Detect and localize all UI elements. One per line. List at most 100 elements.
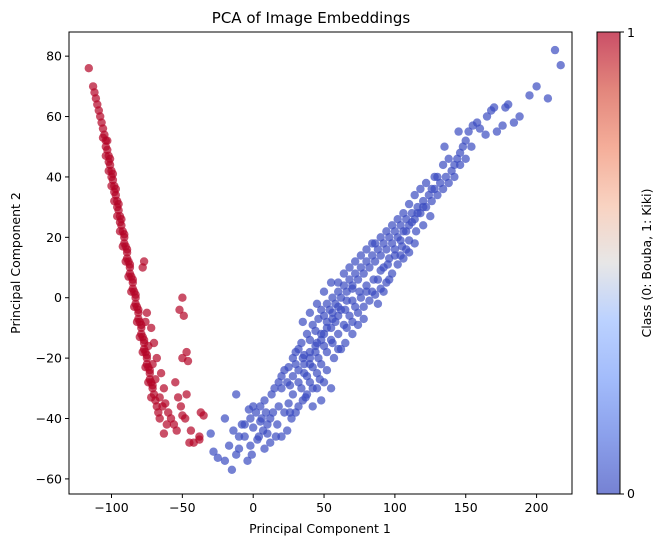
scatter-point-class-0 <box>341 338 350 348</box>
x-tick-label: −50 <box>169 500 195 515</box>
scatter-point-class-1 <box>110 196 119 206</box>
colorbar-tick-label-0: 0 <box>627 486 635 501</box>
scatter-point-class-0 <box>393 260 402 269</box>
scatter-point-class-0 <box>334 302 343 311</box>
scatter-point-class-0 <box>419 221 428 230</box>
scatter-point-class-0 <box>277 384 286 393</box>
scatter-point-class-0 <box>416 184 425 194</box>
scatter-point-class-0 <box>454 127 463 136</box>
x-tick-label: 0 <box>249 500 257 515</box>
x-tick-label: −100 <box>94 500 128 515</box>
scatter-point-class-0 <box>365 263 374 272</box>
scatter-point-class-0 <box>285 408 295 417</box>
scatter-point-class-0 <box>266 438 275 447</box>
scatter-point-class-0 <box>298 317 307 327</box>
scatter-point-class-0 <box>475 124 485 133</box>
scatter-point-class-0 <box>402 245 411 254</box>
scatter-point-class-0 <box>297 338 306 348</box>
scatter-point-class-0 <box>444 154 453 163</box>
scatter-point-class-0 <box>288 390 298 399</box>
scatter-point-class-0 <box>385 275 394 284</box>
scatter-point-class-0 <box>426 212 435 221</box>
scatter-point-class-0 <box>376 251 385 260</box>
scatter-point-class-0 <box>283 378 292 387</box>
scatter-point-class-1 <box>104 166 113 176</box>
scatter-point-class-0 <box>329 353 339 363</box>
scatter-point-class-0 <box>342 323 351 333</box>
scatter-point-class-0 <box>312 384 322 393</box>
scatter-point-class-0 <box>312 299 322 308</box>
scatter-point-class-0 <box>271 432 281 441</box>
scatter-point-class-0 <box>407 218 417 227</box>
scatter-point-class-0 <box>413 209 422 218</box>
x-tick-label: 100 <box>383 500 407 515</box>
scatter-point-class-0 <box>382 227 391 236</box>
scatter-point-class-0 <box>274 402 283 411</box>
scatter-point-class-0 <box>224 441 234 450</box>
scatter-point-class-0 <box>322 317 332 327</box>
scatter-point-class-1 <box>155 393 164 402</box>
scatter-point-class-0 <box>220 414 230 423</box>
colorbar-frame <box>596 31 621 495</box>
scatter-point-class-0 <box>206 429 215 438</box>
scatter-point-class-0 <box>268 408 278 417</box>
scatter-point-class-0 <box>305 378 315 387</box>
scatter-point-class-0 <box>373 299 383 308</box>
scatter-point-class-0 <box>305 353 315 363</box>
scatter-point-class-0 <box>467 142 476 151</box>
scatter-point-class-0 <box>356 293 366 302</box>
scatter-point-class-1 <box>121 257 130 266</box>
scatter-point-class-0 <box>353 275 363 284</box>
scatter-point-class-0 <box>455 160 465 170</box>
scatter-point-class-0 <box>260 444 269 453</box>
scatter-point-class-0 <box>368 239 377 248</box>
scatter-point-class-0 <box>326 384 336 393</box>
y-tick-label: 0 <box>54 290 62 305</box>
scatter-point-class-0 <box>284 363 293 372</box>
scatter-point-class-1 <box>151 375 160 384</box>
scatter-point-class-0 <box>419 202 428 212</box>
scatter-point-class-0 <box>263 429 272 438</box>
scatter-point-class-0 <box>243 456 252 465</box>
colorbar-tick-label-1: 1 <box>627 25 635 40</box>
scatter-point-class-0 <box>251 408 261 417</box>
scatter-point-class-0 <box>390 245 400 254</box>
scatter-point-class-1 <box>182 347 191 357</box>
colorbar-label: Class (0: Bouba, 1: Kiki) <box>639 189 654 338</box>
scatter-point-class-0 <box>317 335 326 345</box>
scatter-point-class-0 <box>234 432 244 441</box>
scatter-point-class-0 <box>410 239 419 248</box>
scatter-point-class-1 <box>132 317 142 327</box>
scatter-point-class-0 <box>294 366 303 375</box>
scatter-point-class-0 <box>302 390 312 399</box>
scatter-point-class-0 <box>492 127 502 136</box>
y-tick-label: 20 <box>46 230 62 245</box>
scatter-point-class-0 <box>440 142 449 151</box>
scatter-point-class-0 <box>433 190 442 200</box>
scatter-point-class-1 <box>186 426 196 435</box>
scatter-point-class-0 <box>294 378 303 387</box>
scatter-point-class-1 <box>178 293 187 302</box>
plot-frame <box>68 31 573 495</box>
scatter-point-class-0 <box>305 335 315 345</box>
scatter-point-class-1 <box>148 360 157 369</box>
y-tick-label: 60 <box>46 109 62 124</box>
colorbar: 0 1 Class (0: Bouba, 1: Kiki) <box>596 25 654 501</box>
scatter-point-class-0 <box>379 287 388 296</box>
scatter-point-class-0 <box>515 112 524 121</box>
scatter-point-class-0 <box>229 426 238 435</box>
scatter-point-class-0 <box>359 314 368 324</box>
scatter-point-class-0 <box>411 227 421 236</box>
scatter-point-class-0 <box>359 302 368 311</box>
scatter-point-class-1 <box>158 402 167 411</box>
scatter-point-class-0 <box>334 329 343 339</box>
scatter-point-class-0 <box>396 251 405 260</box>
scatter-point-class-0 <box>427 184 436 194</box>
scatter-point-class-0 <box>234 444 244 453</box>
scatter-point-class-1 <box>101 151 111 160</box>
scatter-point-class-0 <box>399 209 408 218</box>
scatter-point-class-0 <box>373 275 383 284</box>
scatter-point-class-1 <box>115 227 125 236</box>
scatter-point-class-0 <box>291 347 300 357</box>
scatter-points <box>84 45 565 474</box>
